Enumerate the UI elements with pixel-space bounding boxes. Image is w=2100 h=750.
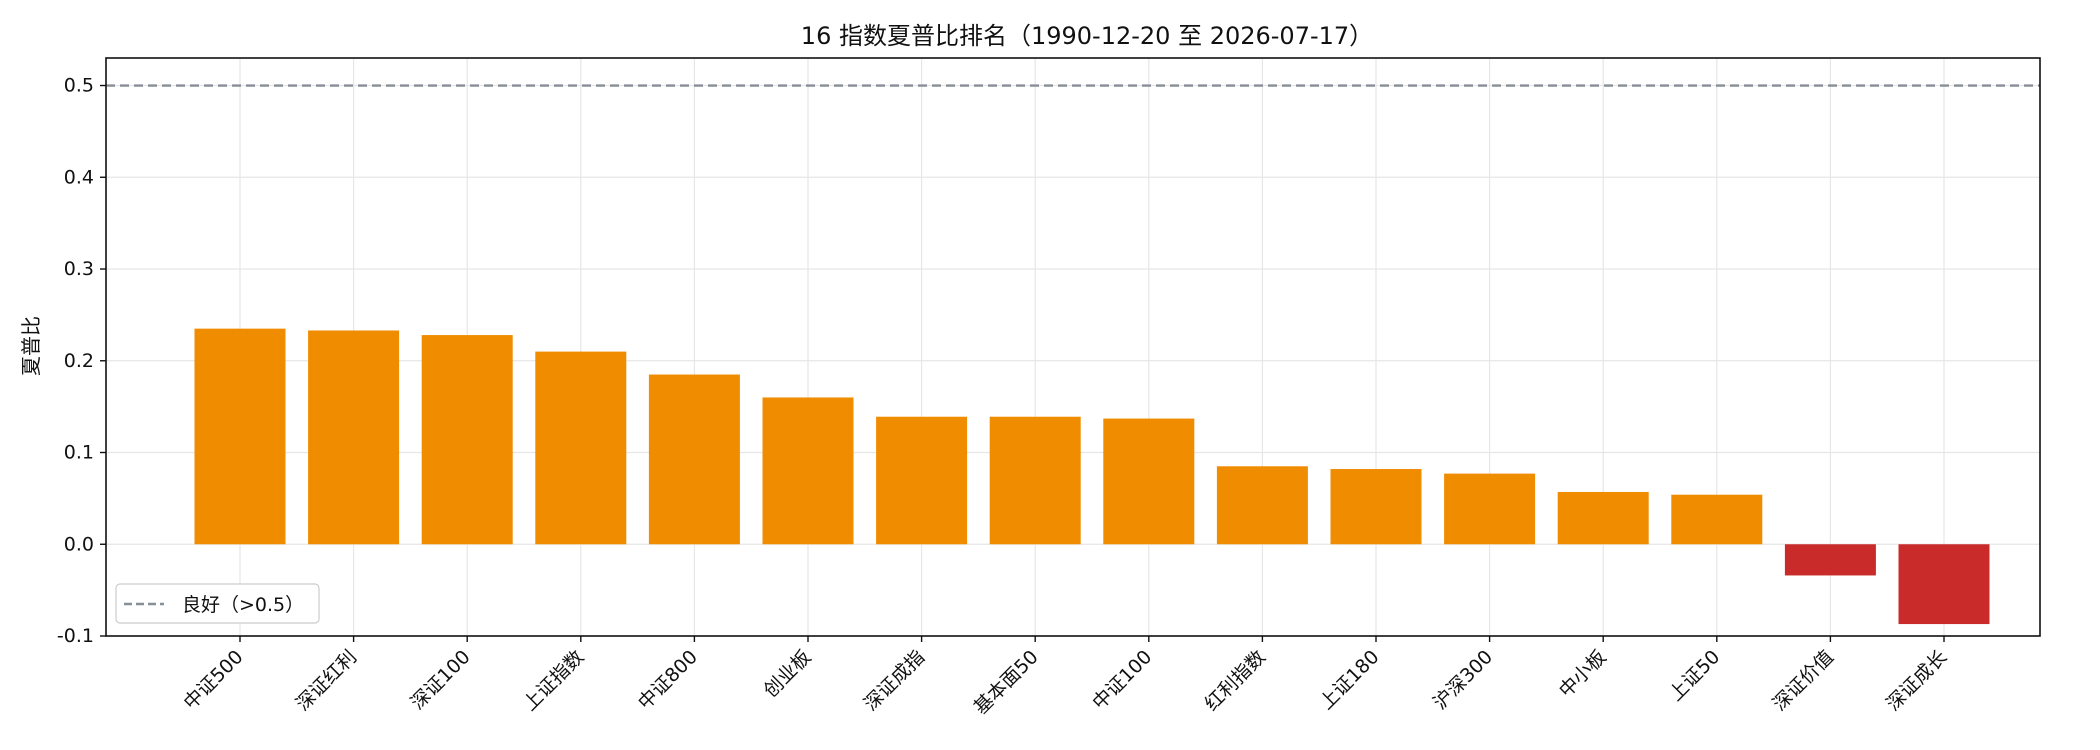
- x-tick-label: 深证100: [407, 646, 475, 714]
- legend-frame: [115, 583, 320, 624]
- x-tick-label: 深证价值: [1769, 646, 1838, 715]
- y-tick-label: -0.1: [57, 625, 94, 647]
- bar: [421, 335, 513, 545]
- y-tick-label: 0.4: [64, 166, 94, 188]
- x-tick-label: 红利指数: [1201, 646, 1270, 715]
- x-tick-label: 中小板: [1555, 646, 1611, 702]
- bar: [989, 416, 1081, 545]
- plot-frame: [105, 57, 2041, 637]
- x-tick-label: 创业板: [760, 646, 816, 702]
- bar: [762, 397, 854, 545]
- bar: [1103, 418, 1195, 545]
- y-tick-label: 0.3: [64, 258, 94, 280]
- x-tick-label: 中证100: [1088, 646, 1156, 714]
- bar: [1784, 544, 1876, 576]
- y-tick-label: 0.0: [64, 533, 94, 555]
- y-axis-title: 夏普比: [19, 316, 43, 376]
- bar: [1898, 544, 1990, 625]
- x-tick-labels: 中证500 深证红利 深证100 上证指数 中证800 创业板 深证成指 基本面50 中证100…: [179, 636, 1952, 719]
- chart-title: 16 指数夏普比排名（1990-12-20 至 2026-07-17）: [801, 22, 1373, 50]
- bar: [194, 328, 286, 545]
- legend: 良好（>0.5）: [115, 583, 320, 624]
- bar: [535, 351, 627, 545]
- x-tick-label: 深证成指: [860, 646, 929, 715]
- bar: [1671, 494, 1763, 545]
- bar: [1557, 491, 1649, 545]
- x-tick-label: 基本面50: [970, 646, 1043, 719]
- x-tick-label: 上证180: [1315, 646, 1383, 714]
- x-tick-label: 中证800: [634, 646, 702, 714]
- y-tick-label: 0.5: [64, 75, 94, 97]
- y-tick-label: 0.1: [64, 442, 94, 464]
- bar: [1444, 473, 1536, 545]
- y-tick-labels: -0.1 0.0 0.1 0.2 0.3 0.4 0.5: [57, 75, 106, 647]
- x-tick-label: 上证指数: [519, 646, 588, 715]
- x-tick-label: 深证成长: [1882, 646, 1951, 715]
- x-tick-label: 深证红利: [292, 646, 361, 715]
- bar: [308, 330, 400, 545]
- bars-layer: [194, 328, 1990, 625]
- x-tick-label: 沪深300: [1429, 646, 1497, 714]
- bar: [648, 374, 740, 545]
- bar: [1216, 466, 1308, 545]
- x-tick-label: 中证500: [179, 646, 247, 714]
- y-tick-label: 0.2: [64, 350, 94, 372]
- legend-label: 良好（>0.5）: [182, 594, 304, 616]
- x-tick-label: 上证50: [1665, 646, 1725, 706]
- bar: [876, 416, 968, 545]
- bar: [1330, 469, 1422, 545]
